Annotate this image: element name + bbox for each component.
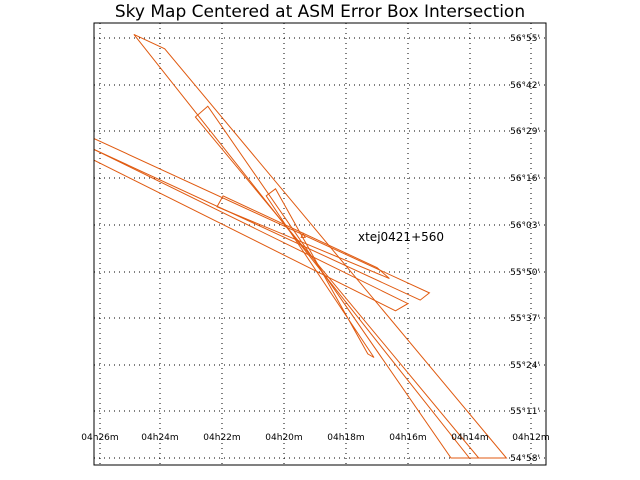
grid-lines [94, 23, 546, 465]
y-tick-label: 56°29' [510, 127, 540, 137]
x-tick-label: 04h20m [265, 433, 302, 443]
y-tick-label: 56°55' [510, 34, 540, 44]
tick-labels: 04h26m 04h24m 04h22m 04h20m 04h18m 04h16m 04h1… [81, 34, 549, 464]
x-tick-label: 04h18m [327, 433, 364, 443]
x-tick-label: 04h16m [389, 433, 426, 443]
error-box-box-6 [265, 188, 375, 358]
x-tick-label: 04h26m [81, 433, 118, 443]
error-box-box-4 [216, 195, 390, 279]
y-tick-label: 55°37' [510, 314, 540, 324]
error-box-box-1 [133, 33, 508, 459]
y-tick-label: 54°58' [510, 454, 540, 464]
y-tick-label: 56°03' [510, 221, 540, 231]
source-marker [300, 232, 306, 238]
y-tick-label: 56°42' [510, 81, 540, 91]
error-boxes [94, 33, 508, 459]
y-tick-label: 55°11' [510, 407, 540, 417]
plot-frame [93, 22, 547, 466]
x-tick-label: 04h12m [512, 433, 549, 443]
y-tick-label: 55°50' [510, 268, 540, 278]
error-box-box-2 [94, 138, 431, 301]
error-box-box-5 [194, 105, 480, 459]
x-tick-label: 04h14m [451, 433, 488, 443]
y-tick-label: 56°16' [510, 174, 540, 184]
source-annotation: xtej0421+560 [358, 230, 444, 244]
y-tick-label: 55°24' [510, 361, 540, 371]
x-tick-label: 04h22m [203, 433, 240, 443]
x-tick-label: 04h24m [141, 433, 178, 443]
chart-title: Sky Map Centered at ASM Error Box Inters… [115, 2, 525, 22]
error-box-box-3 [94, 148, 409, 312]
